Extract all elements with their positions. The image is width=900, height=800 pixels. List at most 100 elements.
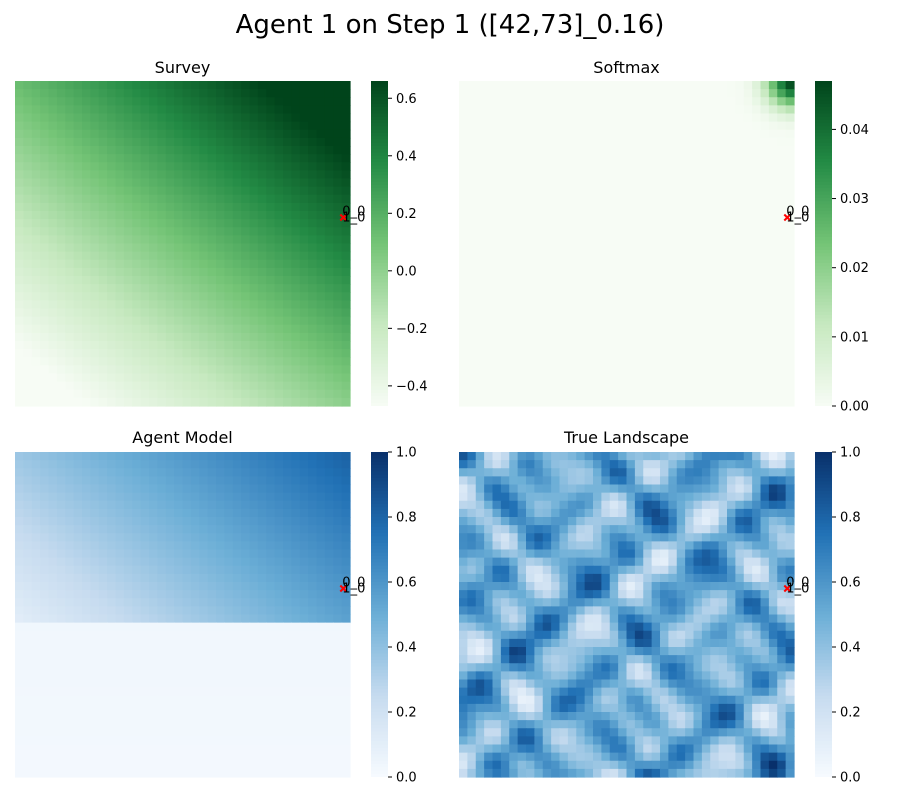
heatmap-cell (199, 703, 209, 713)
heatmap-cell (249, 202, 259, 212)
heatmap-cell (56, 235, 66, 245)
heatmap-cell (190, 687, 200, 697)
heatmap-cell (73, 300, 83, 310)
heatmap-cell (132, 655, 142, 664)
heatmap-cell (82, 557, 91, 567)
heatmap-cell (199, 476, 209, 486)
heatmap-cell (743, 243, 753, 253)
heatmap-cell (40, 687, 50, 697)
heatmap-cell (165, 105, 175, 115)
colorbar-segment (371, 376, 388, 381)
heatmap-cell (333, 565, 343, 575)
heatmap-cell (82, 211, 91, 220)
heatmap-cell (492, 194, 502, 204)
heatmap-cell (752, 389, 762, 399)
heatmap-cell (48, 736, 58, 746)
heatmap-cell (752, 332, 762, 342)
heatmap-cell (207, 300, 217, 310)
heatmap-cell (56, 492, 66, 502)
heatmap-cell (551, 243, 561, 253)
heatmap-cell (190, 276, 200, 285)
heatmap-cell (299, 170, 309, 180)
colorbar-segment (815, 224, 832, 228)
heatmap-cell (31, 638, 41, 648)
heatmap-cell (207, 468, 217, 477)
heatmap-cell (299, 655, 309, 664)
heatmap-cell (149, 227, 158, 236)
heatmap-cell (132, 525, 142, 534)
heatmap-cell (140, 728, 150, 737)
heatmap-cell (257, 113, 267, 123)
heatmap-cell (149, 508, 158, 518)
heatmap-cell (534, 97, 544, 106)
colorbar-segment (371, 116, 388, 121)
heatmap-cell (232, 582, 242, 591)
heatmap-cell (609, 105, 619, 115)
heatmap-cell (308, 573, 318, 583)
heatmap-cell (40, 300, 50, 310)
heatmap-cell (266, 630, 276, 640)
heatmap-cell (123, 492, 133, 502)
heatmap-cell (651, 129, 661, 139)
heatmap-cell (660, 219, 669, 228)
heatmap-cell (224, 349, 234, 358)
heatmap-cell (743, 332, 753, 342)
heatmap-cell (459, 146, 468, 155)
heatmap-cell (31, 389, 41, 399)
heatmap-cell (299, 178, 309, 188)
heatmap-cell (266, 105, 276, 115)
heatmap-cell (266, 557, 276, 567)
heatmap-cell (207, 219, 217, 228)
heatmap-cell (249, 679, 259, 689)
heatmap-cell (157, 638, 167, 648)
heatmap-cell (701, 308, 711, 318)
heatmap-cell (165, 97, 175, 106)
heatmap-cell (15, 663, 24, 672)
heatmap-cell (542, 381, 552, 391)
heatmap-cell (517, 251, 527, 261)
heatmap-cell (643, 324, 653, 334)
heatmap-cell (618, 146, 628, 155)
heatmap-cell (115, 219, 125, 228)
heatmap-cell (199, 744, 209, 754)
heatmap-cell (299, 630, 309, 640)
heatmap-cell (190, 357, 200, 366)
heatmap-cell (257, 752, 267, 762)
heatmap-cell (232, 760, 242, 770)
heatmap-cell (207, 744, 217, 754)
heatmap-cell (56, 316, 66, 326)
heatmap-cell (224, 549, 234, 559)
heatmap-cell (241, 492, 251, 502)
heatmap-cell (459, 267, 468, 277)
heatmap-cell (693, 146, 703, 155)
heatmap-cell (492, 332, 502, 342)
heatmap-cell (785, 332, 795, 342)
heatmap-cell (509, 137, 519, 147)
heatmap-cell (609, 170, 619, 180)
heatmap-cell (165, 381, 175, 391)
heatmap-cell (492, 381, 502, 391)
heatmap-cell (48, 129, 58, 139)
heatmap-cell (40, 154, 50, 163)
heatmap-cell (266, 89, 276, 98)
heatmap-cell (283, 582, 292, 591)
heatmap-cell (48, 381, 58, 391)
heatmap-cell (15, 492, 24, 502)
heatmap-cell (752, 292, 762, 301)
heatmap-cell (475, 235, 485, 245)
heatmap-cell (500, 324, 510, 334)
heatmap-cell (190, 695, 200, 705)
heatmap-cell (651, 373, 661, 383)
heatmap-cell (324, 251, 334, 261)
heatmap-cell (283, 679, 292, 689)
heatmap-cell (727, 105, 736, 115)
heatmap-cell (316, 687, 326, 697)
heatmap-cell (660, 129, 669, 139)
heatmap-cell (459, 341, 468, 350)
heatmap-cell (65, 146, 75, 155)
colorbar-segment (815, 393, 832, 397)
heatmap-cell (567, 121, 577, 131)
colorbar-segment (371, 149, 388, 154)
heatmap-cell (31, 517, 41, 526)
colorbar-segment (815, 175, 832, 180)
